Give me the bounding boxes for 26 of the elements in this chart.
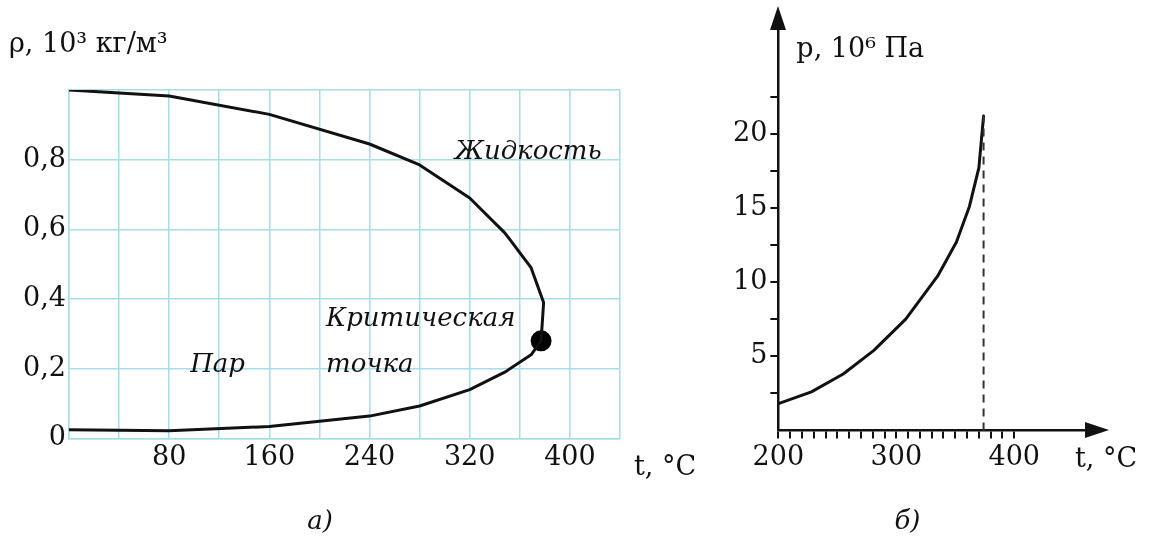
y-tick-label: 0,2 [22,350,66,382]
annotation: Критическая точка [325,301,516,378]
x-axis-title: t, °C [1075,442,1138,474]
x-tick-label: 240 [343,439,396,471]
y-axis-title: p, 10⁶ Па [796,32,925,64]
y-tick-label: 0,4 [22,281,66,313]
x-tick-label: 200 [752,439,805,471]
annotation: Пар [189,347,246,378]
x-tick-label: 80 [151,439,187,471]
annotation: Жидкость [452,135,602,166]
x-tick-label: 320 [443,439,496,471]
y-tick-label: 10 [733,264,768,296]
x-tick-label: 300 [870,439,923,471]
y-tick-label: 5 [750,338,768,370]
y-tick-label: 20 [733,115,768,147]
x-tick-label: 400 [544,439,596,471]
x-axis-title: t, °C [634,450,697,482]
y-axis-title: ρ, 10³ кг/м³ [8,27,168,59]
x-tick-label: 400 [988,439,1041,471]
x-tick-label: 160 [243,439,296,471]
text: б) [894,505,921,536]
y-tick-label: 0 [48,420,66,452]
y-tick-label: 0,8 [22,141,66,173]
text: а) [307,505,333,536]
y-tick-label: 15 [733,189,768,221]
y-tick-label: 0,6 [22,211,66,243]
